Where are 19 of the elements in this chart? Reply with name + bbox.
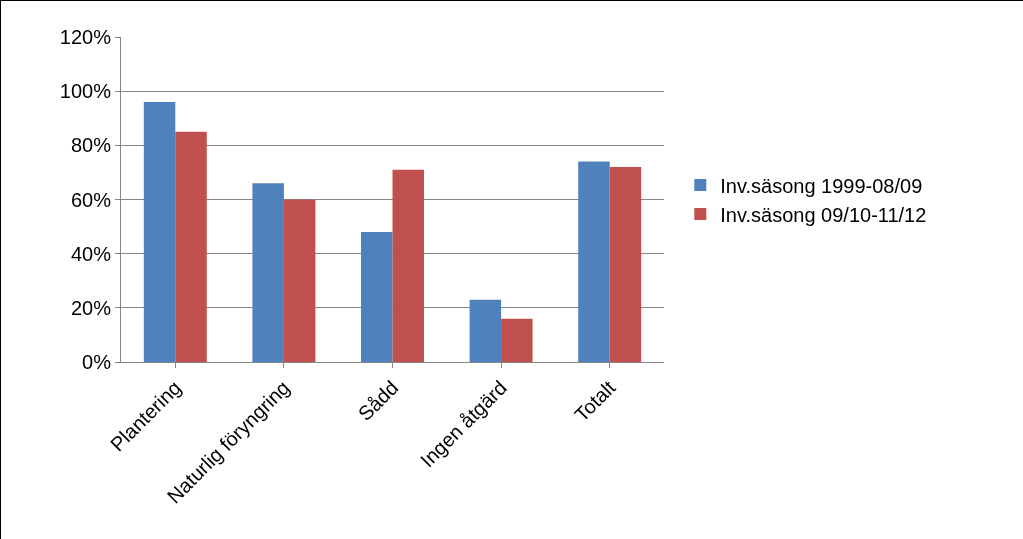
y-tick-label: 40% xyxy=(70,242,112,265)
bar xyxy=(175,131,207,362)
bar xyxy=(501,318,533,362)
bar xyxy=(609,167,642,362)
bar xyxy=(392,169,424,362)
y-tick-label: 80% xyxy=(70,134,112,157)
legend-label: Inv.säsong 1999-08/09 xyxy=(720,174,923,197)
y-tick-label: 100% xyxy=(59,80,112,103)
y-tick-label: 0% xyxy=(82,351,112,373)
y-tick-label: 60% xyxy=(70,188,112,211)
bar xyxy=(283,199,316,362)
bar xyxy=(252,183,284,362)
bar xyxy=(361,232,393,362)
legend-label: Inv.säsong 09/10-11/12 xyxy=(720,203,927,226)
y-tick-label: 20% xyxy=(70,296,112,319)
bar xyxy=(143,102,176,362)
bar xyxy=(578,161,610,362)
y-tick-label: 120% xyxy=(59,26,112,48)
bar xyxy=(469,299,502,362)
